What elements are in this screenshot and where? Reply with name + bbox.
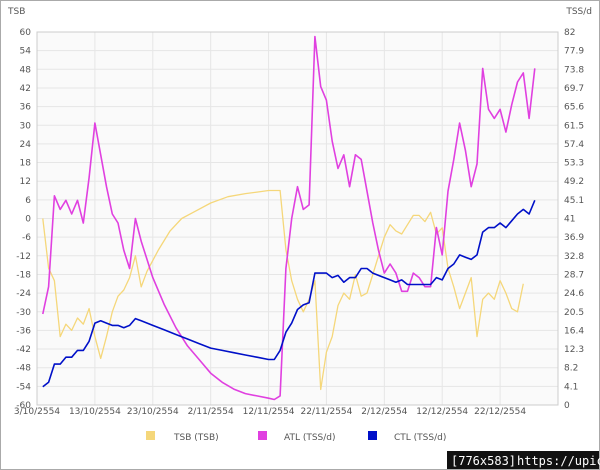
right-tick-label: 65.6	[564, 103, 584, 113]
right-tick-label: 8.2	[564, 364, 578, 374]
legend-label-tsb: TSB (TSB)	[173, 433, 219, 443]
left-tick-label: 60	[20, 28, 32, 38]
left-tick-label: -60	[16, 401, 31, 411]
right-tick-label: 73.8	[564, 65, 584, 75]
x-tick-label: 22/12/2554	[474, 407, 526, 417]
left-axis-title: TSB	[7, 7, 25, 17]
left-tick-label: 0	[25, 215, 31, 225]
right-tick-label: 36.9	[564, 233, 584, 243]
right-tick-label: 0	[564, 401, 570, 411]
right-axis-title: TSS/d	[565, 7, 592, 17]
x-tick-label: 13/10/2554	[69, 407, 121, 417]
right-axis: 82 77.9 73.8 69.7 65.6 61.5 57.4 53.3 49.2 45.1 41…	[564, 28, 584, 411]
left-tick-label: 6	[25, 196, 31, 206]
right-tick-label: 20.5	[564, 308, 584, 318]
x-axis: 3/10/2554 13/10/2554 23/10/2554 2/11/2554 12…	[14, 407, 526, 417]
right-tick-label: 32.8	[564, 252, 584, 262]
right-tick-label: 69.7	[564, 84, 584, 94]
left-tick-label: 12	[20, 177, 31, 187]
grid	[36, 31, 558, 406]
legend-label-ctl: CTL (TSS/d)	[394, 433, 446, 443]
left-tick-label: 30	[20, 121, 32, 131]
series-layer	[42, 35, 536, 401]
right-tick-label: 28.7	[564, 270, 584, 280]
right-tick-label: 45.1	[564, 196, 584, 206]
series-line-atl	[42, 35, 536, 401]
series-line-tsb	[42, 189, 524, 391]
series-line-ctl	[42, 199, 536, 388]
right-tick-label: 24.6	[564, 289, 584, 299]
watermark: [776x583] https://upic.me/	[447, 451, 600, 469]
plot-border	[36, 31, 559, 406]
x-tick-label: 12/12/2554	[416, 407, 468, 417]
right-tick-label: 41	[564, 215, 575, 225]
left-tick-label: -42	[16, 345, 31, 355]
x-tick-label: 2/12/2554	[361, 407, 407, 417]
x-tick-label: 12/11/2554	[243, 407, 295, 417]
right-tick-label: 12.3	[564, 345, 584, 355]
left-axis: 60544842363024181260-6-12-18-24-30-36-42…	[16, 28, 31, 411]
left-tick-label: -54	[16, 382, 31, 392]
left-tick-label: 48	[20, 65, 32, 75]
legend: TSB (TSB) ATL (TSS/d) CTL (TSS/d)	[146, 431, 446, 443]
x-tick-label: 2/11/2554	[188, 407, 234, 417]
left-tick-label: -48	[16, 364, 31, 374]
x-tick-label: 23/10/2554	[127, 407, 179, 417]
left-tick-label: 36	[20, 103, 32, 113]
right-tick-label: 82	[564, 28, 575, 38]
right-tick-label: 4.1	[564, 382, 578, 392]
right-tick-label: 61.5	[564, 121, 584, 131]
right-tick-label: 77.9	[564, 47, 584, 57]
legend-swatch-ctl	[368, 431, 377, 440]
watermark-background	[447, 451, 599, 469]
watermark-url: https://upic.me/	[517, 454, 600, 468]
left-tick-label: 24	[20, 140, 32, 150]
watermark-size-label: [776x583]	[451, 454, 516, 468]
left-tick-label: -36	[16, 326, 31, 336]
left-tick-label: -30	[16, 308, 31, 318]
left-tick-label: -24	[16, 289, 31, 299]
right-tick-label: 57.4	[564, 140, 584, 150]
left-tick-label: -6	[22, 233, 31, 243]
legend-swatch-tsb	[146, 431, 155, 440]
right-tick-label: 16.4	[564, 326, 584, 336]
left-tick-label: 42	[20, 84, 31, 94]
left-tick-label: -12	[16, 252, 31, 262]
x-tick-label: 3/10/2554	[14, 407, 60, 417]
right-tick-label: 53.3	[564, 159, 584, 169]
left-tick-label: 18	[20, 159, 32, 169]
left-tick-label: 54	[20, 47, 32, 57]
legend-swatch-atl	[258, 431, 267, 440]
left-tick-label: -18	[16, 270, 31, 280]
right-tick-label: 49.2	[564, 177, 584, 187]
x-tick-label: 22/11/2554	[301, 407, 353, 417]
legend-label-atl: ATL (TSS/d)	[284, 433, 336, 443]
